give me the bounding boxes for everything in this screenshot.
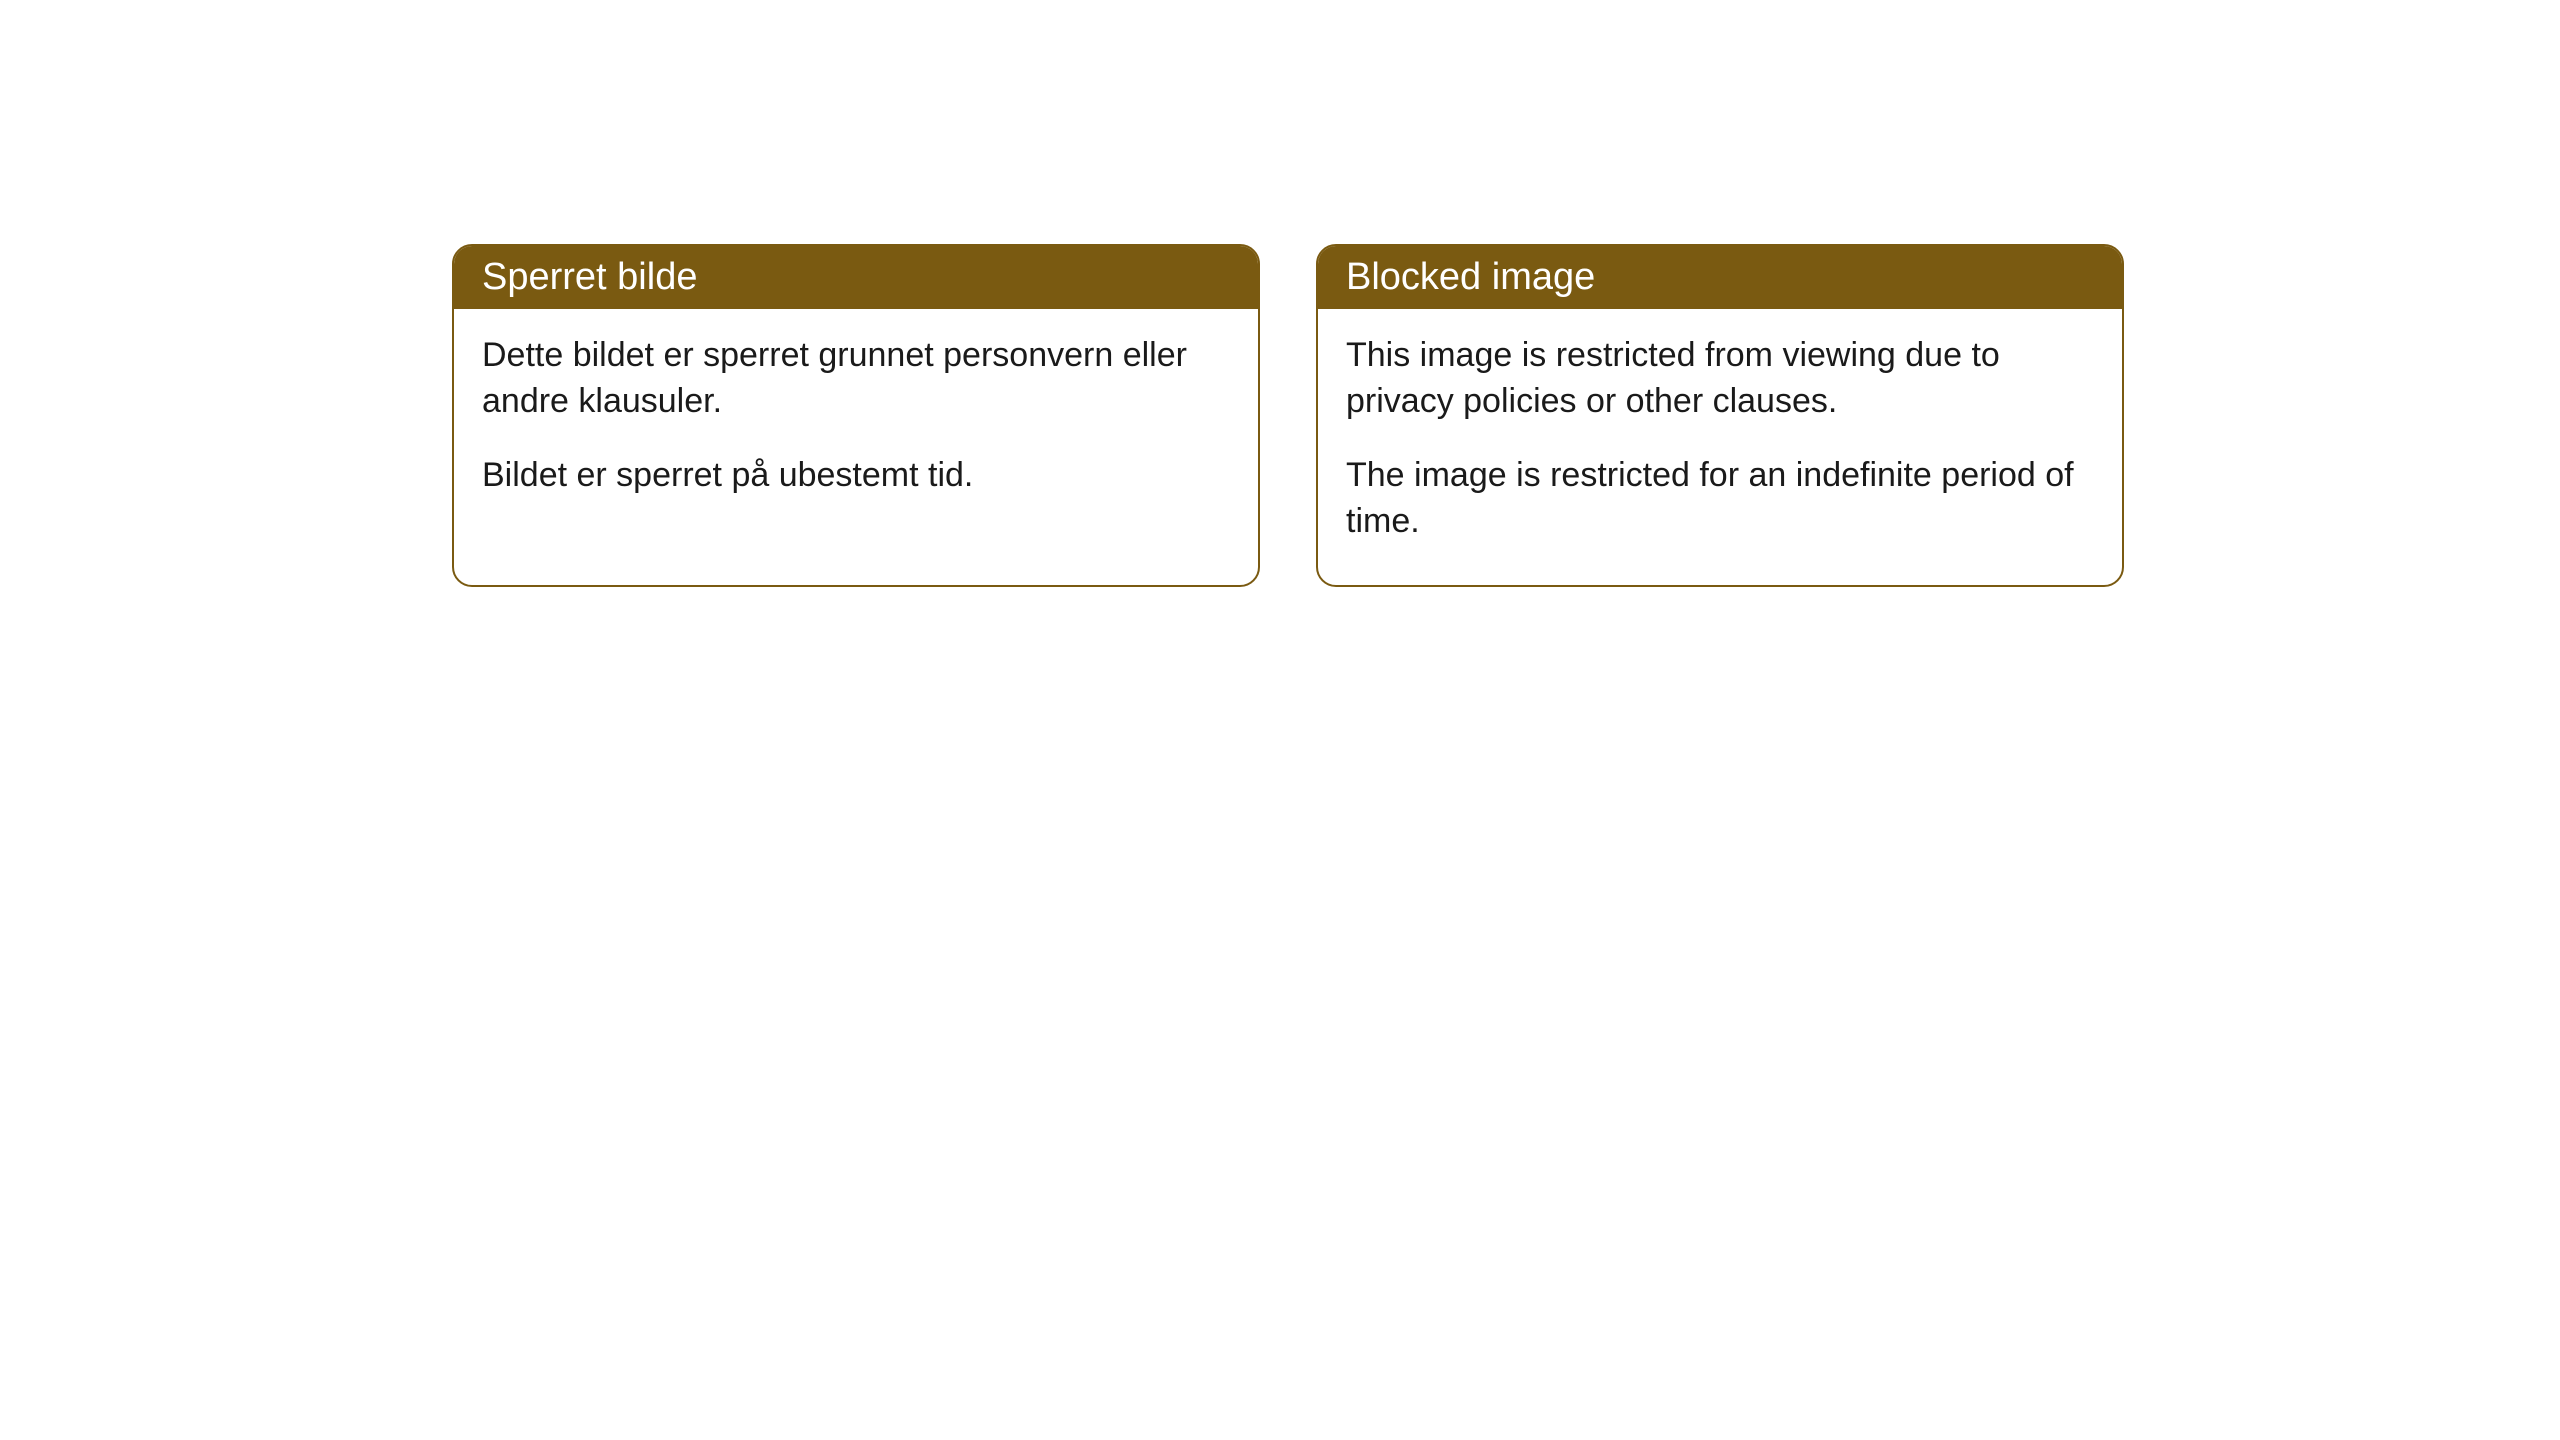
notice-cards-container: Sperret bilde Dette bildet er sperret gr… (452, 244, 2124, 587)
card-paragraph: Dette bildet er sperret grunnet personve… (482, 333, 1230, 425)
card-body: This image is restricted from viewing du… (1318, 309, 2122, 585)
card-title: Sperret bilde (482, 256, 697, 298)
blocked-image-card-english: Blocked image This image is restricted f… (1316, 244, 2124, 587)
card-paragraph: Bildet er sperret på ubestemt tid. (482, 453, 1230, 499)
card-header: Sperret bilde (454, 246, 1258, 309)
card-title: Blocked image (1346, 256, 1595, 298)
card-header: Blocked image (1318, 246, 2122, 309)
card-paragraph: The image is restricted for an indefinit… (1346, 453, 2094, 545)
card-body: Dette bildet er sperret grunnet personve… (454, 309, 1258, 539)
blocked-image-card-norwegian: Sperret bilde Dette bildet er sperret gr… (452, 244, 1260, 587)
card-paragraph: This image is restricted from viewing du… (1346, 333, 2094, 425)
